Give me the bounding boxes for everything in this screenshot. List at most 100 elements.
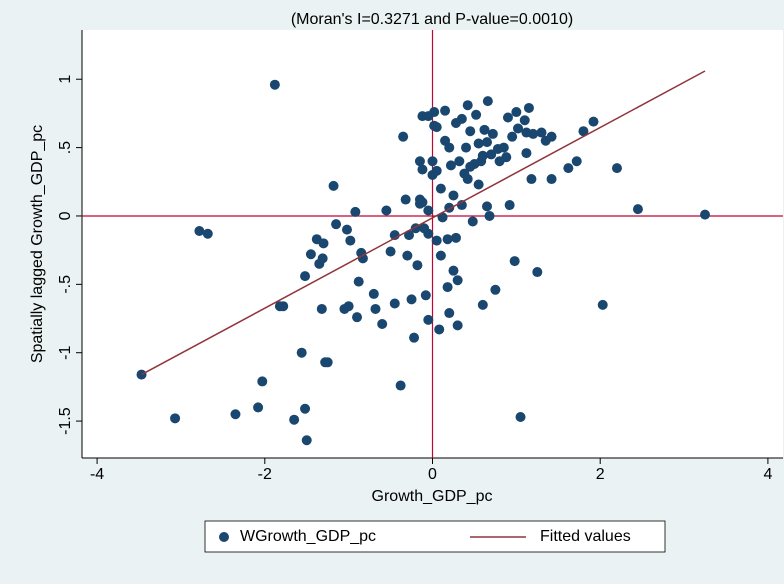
scatter-point [482,96,493,107]
scatter-point [448,265,459,276]
y-tick-label: -1 [57,345,74,359]
scatter-point [316,303,327,314]
scatter-point [412,260,423,271]
scatter-point [467,216,478,227]
scatter-point [523,102,534,113]
x-tick-label: -4 [90,466,104,483]
scatter-point [546,174,557,185]
scatter-point [381,205,392,216]
scatter-point [331,219,342,230]
scatter-point [352,312,363,323]
scatter-point [490,284,501,295]
scatter-point [563,163,574,174]
scatter-point [578,126,589,137]
scatter-point [300,403,311,414]
scatter-point [417,164,428,175]
scatter-point [445,160,456,171]
scatter-point [444,308,455,319]
scatter-point [448,190,459,201]
scatter-point [435,250,446,261]
scatter-point [509,256,520,267]
scatter-point [317,253,328,264]
scatter-point [511,107,522,118]
scatter-point [461,142,472,153]
scatter-point [414,156,425,167]
scatter-point [465,126,476,137]
scatter-point [700,209,711,220]
scatter-point [513,123,524,134]
scatter-point [353,276,364,287]
scatter-point [450,232,461,243]
scatter-point [434,324,445,335]
scatter-point [515,411,526,422]
scatter-point [350,206,361,217]
scatter-point [519,115,530,126]
scatter-point [202,228,213,239]
scatter-point [456,113,467,124]
scatter-point [322,357,333,368]
scatter-point [452,320,463,331]
scatter-point [377,318,388,329]
scatter-point [431,165,442,176]
legend-label: Fitted values [540,528,631,545]
scatter-point [253,402,264,413]
scatter-point [571,156,582,167]
scatter-point [444,142,455,153]
scatter-point [487,128,498,139]
fitted-line [141,70,706,376]
scatter-point [471,109,482,120]
scatter-point [269,79,280,90]
scatter-point [440,105,451,116]
scatter-point [528,128,539,139]
y-tick-label: 1 [57,75,74,84]
scatter-point [305,249,316,260]
scatter-point [526,174,537,185]
scatter-point [442,234,453,245]
scatter-point [343,301,354,312]
x-tick-label: -2 [258,466,272,483]
scatter-point [328,180,339,191]
scatter-point [427,156,438,167]
scatter-point [437,212,448,223]
chart-title: (Moran's I=0.3271 and P-value=0.0010) [291,11,573,28]
scatter-point [406,294,417,305]
scatter-point [170,413,181,424]
scatter-point [398,131,409,142]
scatter-point [423,228,434,239]
scatter-point [462,100,473,111]
scatter-point [385,246,396,257]
y-tick-label: -.5 [57,275,74,294]
x-tick-label: 2 [596,466,605,483]
scatter-point [429,107,440,118]
scatter-point [395,380,406,391]
scatter-point [370,303,381,314]
y-tick-label: -1.5 [57,407,74,435]
scatter-point [289,414,300,425]
scatter-point [504,200,515,211]
scatter-point [341,224,352,235]
scatter-point [194,226,205,237]
x-axis-label: Growth_GDP_pc [372,488,493,505]
scatter-point [409,332,420,343]
scatter-point [230,409,241,420]
scatter-point [477,150,488,161]
scatter-point [588,116,599,127]
scatter-point [301,435,312,446]
x-tick-label: 4 [763,466,772,483]
scatter-point [417,197,428,208]
scatter-point [257,376,268,387]
scatter-point [632,204,643,215]
scatter-point [296,347,307,358]
scatter-point [532,267,543,278]
scatter-point [431,235,442,246]
scatter-point [368,288,379,299]
scatter-point [486,149,497,160]
scatter-point [389,298,400,309]
scatter-point [498,142,509,153]
scatter-point [546,131,557,142]
scatter-point [300,271,311,282]
scatter-point [473,179,484,190]
y-tick-label: .5 [57,141,74,154]
scatter-point [484,210,495,221]
